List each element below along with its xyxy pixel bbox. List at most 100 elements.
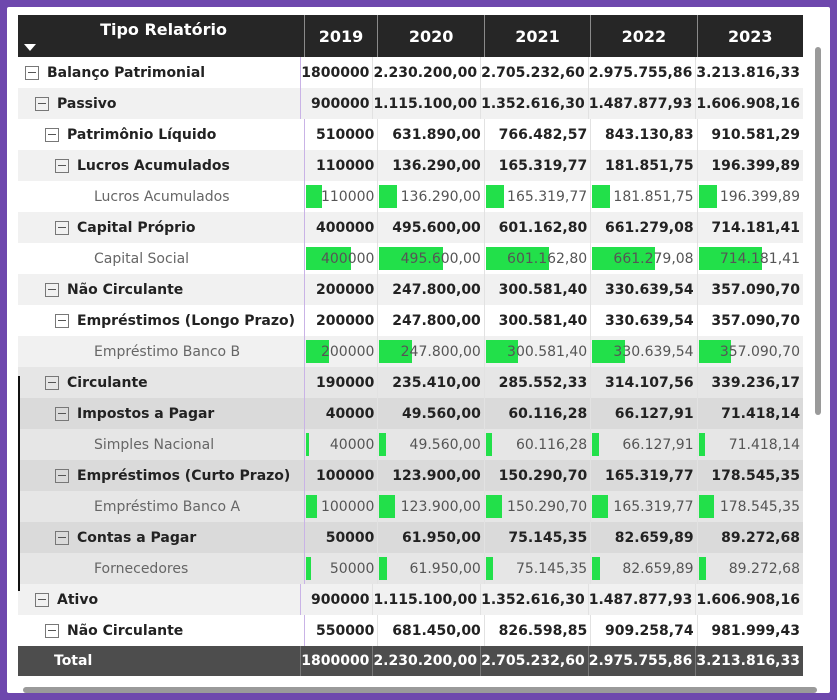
row-label-wrap: Impostos a Pagar — [18, 406, 214, 422]
value-cell: 661.279,08 — [591, 243, 698, 274]
collapse-icon[interactable] — [55, 406, 69, 421]
value-text: 61.950,00 — [409, 560, 481, 577]
value-text: 66.127,91 — [622, 436, 694, 453]
value-cell: 71.418,14 — [697, 398, 803, 429]
collapse-icon[interactable] — [55, 158, 69, 173]
detail-row: Empréstimo Banco A 100000 123.900,00 150.29… — [18, 491, 803, 522]
row-header: Lucros Acumulados — [18, 181, 305, 212]
collapse-icon[interactable] — [45, 623, 59, 638]
value-cell: 631.890,00 — [378, 119, 485, 150]
row-label-wrap: Empréstimos (Curto Prazo) — [18, 468, 290, 484]
value-text: 100000 — [320, 498, 375, 515]
group-row: Balanço Patrimonial 1800000 2.230.200,00 2.… — [18, 57, 803, 88]
row-label: Empréstimos (Curto Prazo) — [77, 467, 291, 484]
value-cell: 900000 — [300, 88, 374, 119]
row-label-wrap: Capital Social — [18, 251, 189, 267]
header-year-2023[interactable]: 2023 — [697, 15, 803, 57]
value-text: 300.581,40 — [498, 281, 588, 298]
row-label: Não Circulante — [67, 281, 184, 298]
value-cell: 50000 — [304, 553, 379, 584]
value-text: 1.487.877,93 — [588, 591, 693, 608]
header-year-2021[interactable]: 2021 — [484, 15, 592, 57]
value-cell: 110000 — [304, 181, 379, 212]
group-row: Impostos a Pagar 40000 49.560,00 60.116,28 6… — [18, 398, 803, 429]
vertical-scrollbar[interactable] — [815, 47, 821, 415]
collapse-icon[interactable] — [25, 65, 39, 80]
horizontal-scrollbar[interactable] — [23, 687, 817, 693]
value-text: 400000 — [315, 219, 375, 236]
value-cell: 661.279,08 — [591, 212, 698, 243]
value-cell: 136.290,00 — [378, 181, 485, 212]
value-cell: 3.213.816,33 — [696, 57, 803, 88]
value-text: 50000 — [329, 560, 375, 577]
value-cell: 357.090,70 — [697, 336, 803, 367]
header-year-2019[interactable]: 2019 — [304, 15, 379, 57]
value-cell: 190000 — [304, 367, 379, 398]
data-bar — [485, 247, 550, 270]
row-header: Empréstimos (Curto Prazo) — [18, 460, 305, 491]
data-bar — [305, 185, 322, 208]
value-text: 247.800,00 — [392, 281, 481, 298]
value-text: 110000 — [315, 157, 375, 174]
header-label-column[interactable]: Tipo Relatório — [18, 15, 305, 57]
sort-desc-icon[interactable] — [24, 44, 36, 51]
collapse-icon[interactable] — [45, 127, 59, 142]
data-bar — [485, 433, 493, 456]
value-cell: 330.639,54 — [591, 274, 698, 305]
collapse-icon[interactable] — [35, 96, 49, 111]
value-text: 150.290,70 — [507, 498, 588, 515]
value-text: 285.552,33 — [498, 374, 588, 391]
group-row: Contas a Pagar 50000 61.950,00 75.145,35 82.… — [18, 522, 803, 553]
value-cell: 165.319,77 — [484, 181, 592, 212]
value-cell: 1.352.616,30 — [481, 584, 589, 615]
total-value: 3.213.816,33 — [696, 646, 803, 676]
data-bar — [698, 433, 705, 456]
header-year-2022[interactable]: 2022 — [591, 15, 698, 57]
row-label-wrap: Não Circulante — [18, 282, 183, 298]
value-cell: 400000 — [304, 212, 379, 243]
value-text: 766.482,57 — [498, 126, 588, 143]
value-cell: 247.800,00 — [378, 336, 485, 367]
header-year-2020[interactable]: 2020 — [378, 15, 485, 57]
data-bar — [698, 185, 717, 208]
value-cell: 178.545,35 — [697, 460, 803, 491]
group-row: Circulante 190000 235.410,00 285.552,33 314.… — [18, 367, 803, 398]
value-text: 89.272,68 — [721, 529, 800, 546]
row-label-wrap: Simples Nacional — [18, 437, 214, 453]
row-label: Empréstimo Banco A — [94, 498, 241, 515]
collapse-icon[interactable] — [55, 468, 69, 483]
collapse-icon[interactable] — [55, 220, 69, 235]
collapse-icon[interactable] — [35, 592, 49, 607]
value-text: 247.800,00 — [400, 343, 481, 360]
value-text: 165.319,77 — [605, 467, 694, 484]
collapse-icon[interactable] — [55, 313, 69, 328]
value-cell: 200000 — [304, 274, 379, 305]
value-text: 510000 — [315, 126, 375, 143]
value-text: 181.851,75 — [613, 188, 694, 205]
collapse-icon[interactable] — [55, 530, 69, 545]
value-text: 550000 — [315, 622, 375, 639]
value-cell: 300.581,40 — [484, 274, 592, 305]
value-text: 357.090,70 — [719, 343, 800, 360]
value-cell: 61.950,00 — [378, 522, 485, 553]
collapse-icon[interactable] — [45, 282, 59, 297]
value-cell: 196.399,89 — [697, 150, 803, 181]
data-bar — [379, 185, 398, 208]
collapse-icon[interactable] — [45, 375, 59, 390]
value-cell: 82.659,89 — [591, 553, 698, 584]
value-cell: 60.116,28 — [484, 398, 592, 429]
value-cell: 66.127,91 — [591, 429, 698, 460]
data-bar — [485, 557, 494, 580]
value-text: 826.598,85 — [498, 622, 588, 639]
row-label: Patrimônio Líquido — [67, 126, 217, 143]
total-value: 2.230.200,00 — [373, 646, 482, 676]
data-bar — [592, 495, 608, 518]
value-text: 714.181,41 — [711, 219, 800, 236]
row-label: Lucros Acumulados — [77, 157, 230, 174]
value-text: 495.600,00 — [400, 250, 481, 267]
value-cell: 136.290,00 — [378, 150, 485, 181]
total-value: 1800000 — [300, 646, 374, 676]
data-bar — [305, 340, 329, 363]
value-cell: 75.145,35 — [484, 553, 592, 584]
value-cell: 40000 — [304, 398, 379, 429]
